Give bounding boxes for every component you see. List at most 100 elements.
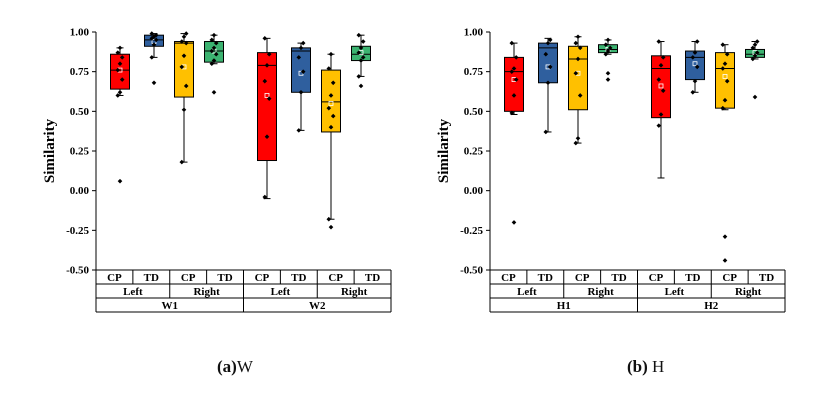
data-point (211, 45, 217, 51)
data-point (750, 56, 756, 62)
y-tick-label: -0.50 (460, 265, 483, 277)
data-point (660, 55, 666, 60)
caption-b-letter: (b) (627, 357, 648, 376)
condition-label-td: TD (685, 272, 700, 284)
mean-marker (692, 61, 698, 67)
y-tick-label: 0.25 (70, 146, 90, 158)
data-point (575, 136, 581, 141)
box-iqr (685, 50, 705, 81)
box-h2-left-td (685, 39, 705, 95)
outlier-point (358, 83, 364, 89)
caption-a-letter: (a) (217, 357, 237, 376)
data-point (573, 40, 579, 46)
outlier-point (211, 89, 217, 95)
data-point (513, 55, 519, 60)
data-point (547, 64, 553, 70)
data-point (692, 50, 698, 55)
box-h2-right-cp (715, 42, 735, 263)
data-point (694, 39, 700, 44)
side-label-right: Right (735, 286, 762, 298)
condition-label-cp: CP (181, 272, 196, 284)
data-point (660, 88, 666, 94)
data-point (750, 45, 756, 51)
data-point (658, 112, 664, 117)
data-point (153, 37, 159, 43)
condition-label-td: TD (144, 272, 159, 284)
box-iqr (538, 42, 558, 84)
data-point (360, 55, 366, 60)
y-tick-label: 1.00 (70, 27, 90, 39)
data-point (545, 80, 551, 86)
data-point (603, 51, 609, 57)
data-point (119, 77, 125, 82)
mean-marker (658, 83, 664, 89)
data-point (326, 66, 332, 71)
data-point (209, 37, 215, 43)
data-point (656, 39, 662, 44)
outlier-point (752, 94, 758, 100)
data-point (328, 124, 334, 130)
data-point (151, 42, 157, 47)
panel-b-h: 1.00 0.75 0.50 0.25 0.00 -0.25 -0.50 Similarity… (436, 27, 786, 313)
box-iqr (504, 56, 524, 112)
condition-label-cp: CP (501, 272, 516, 284)
side-label-left: Left (517, 286, 537, 298)
box-h2-left-cp (651, 39, 671, 179)
group-label-h2: H2 (704, 300, 719, 312)
mean-marker (722, 74, 728, 79)
data-point (658, 63, 664, 68)
box-h1-left-td (538, 37, 558, 135)
data-point (298, 45, 304, 51)
side-label-left: Left (665, 286, 685, 298)
outlier-point (151, 80, 157, 86)
data-point (298, 89, 304, 95)
data-point (209, 48, 215, 54)
data-point (694, 64, 700, 70)
data-point (509, 69, 515, 74)
data-point (330, 113, 336, 119)
y-tick-label: 0.00 (464, 185, 484, 197)
condition-label-cp: CP (649, 272, 664, 284)
data-point (262, 194, 268, 200)
group-label-w1: W1 (162, 300, 179, 312)
data-point (605, 37, 611, 43)
data-point (296, 55, 302, 60)
data-point (577, 45, 583, 51)
data-point (115, 50, 121, 55)
y-tick-label: 1.00 (464, 27, 484, 39)
condition-label-cp: CP (575, 272, 590, 284)
data-point (181, 34, 187, 40)
y-tick-label: 0.00 (70, 185, 90, 197)
group-label-w2: W2 (309, 300, 326, 312)
data-point (179, 64, 185, 70)
caption-a: (a)W (217, 357, 253, 377)
data-point (181, 107, 187, 113)
data-point (300, 40, 306, 46)
data-point (179, 159, 185, 165)
outlier-point (117, 178, 123, 184)
data-point (300, 69, 306, 74)
data-point (754, 50, 760, 55)
data-point (690, 89, 696, 95)
data-point (209, 61, 215, 67)
data-point (547, 37, 553, 43)
data-point (356, 32, 362, 38)
data-point (720, 42, 726, 47)
data-point (575, 56, 581, 62)
data-point (262, 78, 268, 84)
box-iqr (257, 52, 277, 162)
data-point (511, 93, 517, 98)
data-point (153, 32, 159, 38)
data-point (262, 36, 268, 41)
side-label-right: Right (587, 286, 614, 298)
data-point (724, 78, 730, 84)
data-point (115, 93, 121, 98)
data-point (573, 140, 579, 146)
caption-b: (b) H (627, 357, 664, 377)
box-w2-left-cp (257, 36, 277, 200)
data-point (752, 53, 758, 59)
data-point (545, 40, 551, 46)
data-point (211, 58, 217, 63)
